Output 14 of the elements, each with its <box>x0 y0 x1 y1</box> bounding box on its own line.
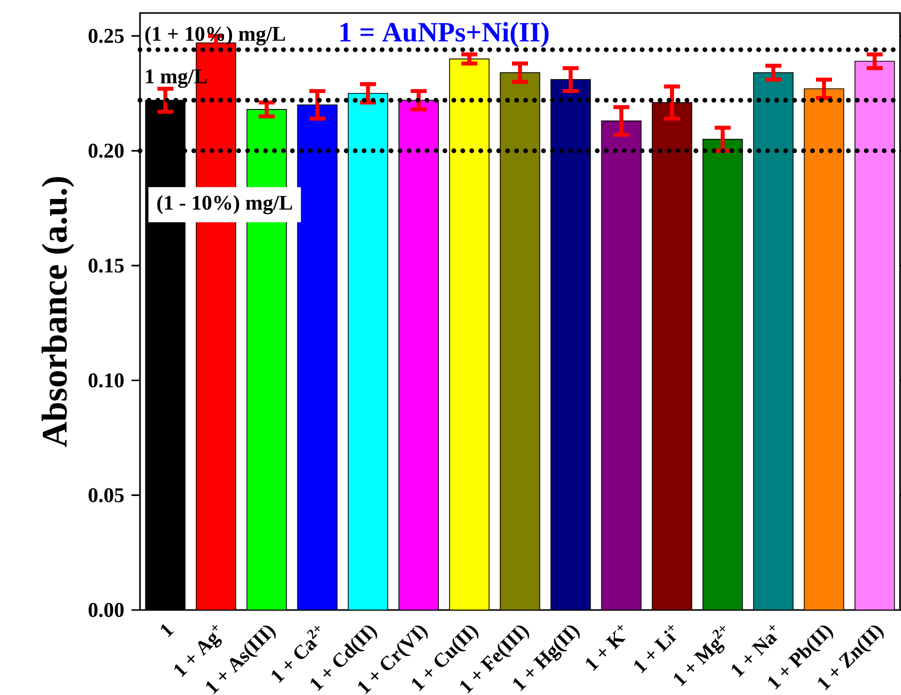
y-tick-label: 0.15 <box>88 258 124 273</box>
chart-title: 1 = AuNPs+Ni(II) <box>340 22 549 48</box>
y-tick-label: 0.00 <box>88 602 124 618</box>
y-tick-label: 0.25 <box>88 28 124 44</box>
y-axis-title: Absorbance (a.u.) <box>42 177 74 448</box>
x-tick-label: 1 <box>160 624 174 638</box>
ref-line-label: (1 - 10%) mg/L <box>157 195 292 214</box>
x-tick-label: 1 + Na$^{+}$ <box>732 625 778 678</box>
y-tick-label: 0.05 <box>88 488 124 502</box>
y-tick-label: 0.20 <box>88 144 124 158</box>
x-tick-label: 1 + Li$^{+}$ <box>634 625 676 674</box>
ref-line-label: (1 + 10%) mg/L <box>145 26 286 46</box>
x-tick-label: 1 + K$^{+}$ <box>586 625 626 671</box>
y-tick-label: 0.10 <box>88 373 124 388</box>
